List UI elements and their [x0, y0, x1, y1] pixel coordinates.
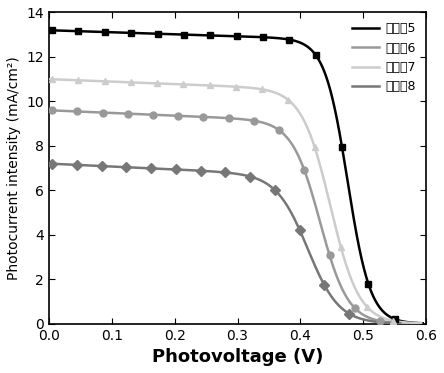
实施兦6 — [177, 113, 182, 118]
实施兦6 — [296, 154, 301, 158]
实施兦5 — [147, 31, 153, 36]
Legend: 实施兦5, 实施兦6, 实施兦7, 实施兦8: 实施兦5, 实施兦6, 实施兦7, 实施兦8 — [348, 19, 420, 97]
实施兦6 — [363, 314, 369, 319]
实施兦7 — [251, 86, 257, 90]
实施兦7 — [419, 321, 424, 326]
实施兦7 — [378, 314, 383, 319]
实施兦7 — [46, 77, 52, 81]
实施兦8 — [358, 316, 364, 321]
实施兦6 — [188, 114, 194, 119]
Line: 实施兦5: 实施兦5 — [49, 30, 423, 323]
实施兦5 — [118, 30, 123, 35]
实施兦8 — [46, 162, 52, 166]
实施兦6 — [404, 321, 409, 326]
实施兦5 — [159, 32, 164, 36]
实施兦5 — [103, 30, 109, 34]
实施兦5 — [300, 41, 305, 46]
实施兦5 — [46, 28, 52, 32]
X-axis label: Photovoltage (V): Photovoltage (V) — [152, 348, 323, 366]
实施兦8 — [267, 184, 273, 188]
实施兦8 — [197, 169, 202, 173]
实施兦7 — [252, 86, 258, 91]
实施兦6 — [168, 113, 173, 117]
实施兦8 — [262, 181, 268, 185]
Line: 实施兦7: 实施兦7 — [49, 79, 421, 323]
实施兦7 — [289, 100, 294, 105]
Y-axis label: Photocurrent intensity (mA/cm²): Photocurrent intensity (mA/cm²) — [7, 56, 21, 280]
实施兦8 — [397, 321, 403, 326]
实施兦8 — [210, 169, 216, 174]
实施兦8 — [311, 261, 317, 266]
实施兦7 — [251, 86, 256, 90]
Line: 实施兦6: 实施兦6 — [49, 110, 407, 323]
实施兦7 — [344, 263, 349, 268]
实施兦5 — [225, 34, 230, 38]
Line: 实施兦8: 实施兦8 — [49, 164, 400, 323]
实施兦5 — [420, 321, 425, 326]
实施兦6 — [303, 173, 309, 177]
实施兦6 — [46, 108, 52, 113]
